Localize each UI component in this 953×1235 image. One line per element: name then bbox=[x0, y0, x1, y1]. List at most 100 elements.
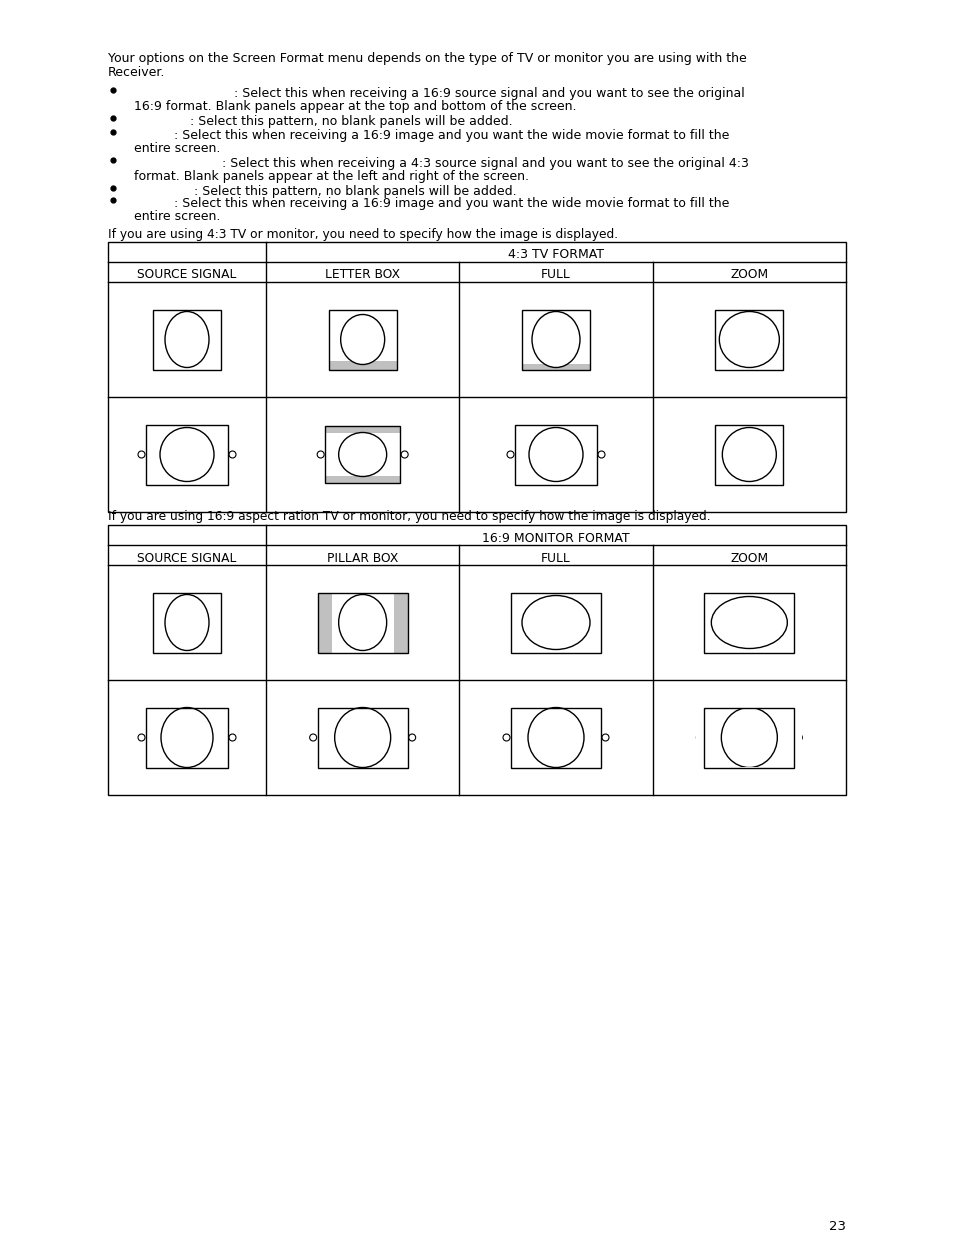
Ellipse shape bbox=[138, 734, 145, 741]
Ellipse shape bbox=[506, 451, 514, 458]
Bar bbox=[511, 708, 600, 767]
Text: : Select this pattern, no blank panels will be added.: : Select this pattern, no blank panels w… bbox=[122, 185, 517, 198]
Text: : Select this when receiving a 16:9 image and you want the wide movie format to : : Select this when receiving a 16:9 imag… bbox=[122, 128, 729, 142]
Bar bbox=[696, 652, 801, 661]
Bar bbox=[317, 593, 332, 652]
Text: : Select this when receiving a 16:9 image and you want the wide movie format to : : Select this when receiving a 16:9 imag… bbox=[122, 198, 729, 210]
Ellipse shape bbox=[719, 311, 779, 368]
Bar bbox=[703, 708, 794, 767]
Ellipse shape bbox=[527, 708, 583, 767]
Bar bbox=[317, 593, 407, 652]
Bar bbox=[394, 593, 407, 652]
Bar bbox=[152, 310, 221, 369]
Bar bbox=[793, 584, 801, 661]
Text: FULL: FULL bbox=[540, 268, 570, 282]
Bar bbox=[706, 303, 790, 310]
Bar bbox=[146, 708, 228, 767]
Ellipse shape bbox=[408, 734, 416, 741]
Bar bbox=[706, 301, 715, 378]
Bar bbox=[152, 593, 221, 652]
Bar bbox=[511, 708, 600, 767]
Text: 23: 23 bbox=[828, 1220, 845, 1233]
Bar bbox=[703, 593, 794, 652]
Ellipse shape bbox=[310, 734, 316, 741]
Bar bbox=[329, 310, 396, 369]
Bar bbox=[703, 593, 794, 652]
Ellipse shape bbox=[529, 427, 582, 482]
Text: If you are using 16:9 aspect ration TV or monitor, you need to specify how the i: If you are using 16:9 aspect ration TV o… bbox=[108, 510, 710, 522]
Bar bbox=[715, 310, 782, 369]
Bar bbox=[715, 425, 782, 484]
Bar bbox=[317, 708, 407, 767]
Text: : Select this when receiving a 4:3 source signal and you want to see the origina: : Select this when receiving a 4:3 sourc… bbox=[122, 157, 748, 170]
Bar bbox=[696, 584, 704, 661]
Ellipse shape bbox=[160, 427, 213, 482]
Text: Receiver.: Receiver. bbox=[108, 65, 165, 79]
Ellipse shape bbox=[721, 427, 776, 482]
Ellipse shape bbox=[795, 734, 801, 741]
Bar bbox=[511, 593, 600, 652]
Bar bbox=[782, 301, 790, 378]
Bar bbox=[521, 310, 589, 369]
Ellipse shape bbox=[335, 708, 391, 767]
Text: entire screen.: entire screen. bbox=[122, 210, 220, 224]
Text: 16:9 format. Blank panels appear at the top and bottom of the screen.: 16:9 format. Blank panels appear at the … bbox=[122, 100, 576, 112]
Ellipse shape bbox=[601, 734, 608, 741]
Bar bbox=[521, 310, 589, 369]
Bar bbox=[152, 310, 221, 369]
Bar bbox=[152, 593, 221, 652]
Ellipse shape bbox=[711, 597, 786, 648]
Text: SOURCE SIGNAL: SOURCE SIGNAL bbox=[137, 268, 236, 282]
Bar bbox=[146, 708, 228, 767]
Bar bbox=[521, 363, 589, 369]
Bar bbox=[394, 593, 407, 652]
Ellipse shape bbox=[316, 451, 324, 458]
Text: format. Blank panels appear at the left and right of the screen.: format. Blank panels appear at the left … bbox=[122, 170, 529, 183]
Ellipse shape bbox=[161, 708, 213, 767]
Ellipse shape bbox=[229, 451, 235, 458]
Ellipse shape bbox=[401, 451, 408, 458]
Bar bbox=[146, 425, 228, 484]
Ellipse shape bbox=[598, 451, 604, 458]
Text: Your options on the Screen Format menu depends on the type of TV or monitor you : Your options on the Screen Format menu d… bbox=[108, 52, 746, 65]
Bar bbox=[325, 475, 399, 483]
Bar bbox=[521, 363, 589, 369]
Ellipse shape bbox=[338, 594, 386, 651]
Ellipse shape bbox=[340, 315, 384, 364]
Bar bbox=[108, 242, 845, 513]
Bar bbox=[329, 310, 396, 369]
Text: SOURCE SIGNAL: SOURCE SIGNAL bbox=[137, 552, 236, 564]
Bar bbox=[146, 425, 228, 484]
Ellipse shape bbox=[521, 595, 589, 650]
Bar bbox=[317, 593, 407, 652]
Ellipse shape bbox=[138, 451, 145, 458]
Ellipse shape bbox=[338, 432, 386, 477]
Ellipse shape bbox=[502, 734, 510, 741]
Text: ZOOM: ZOOM bbox=[729, 268, 767, 282]
Bar bbox=[317, 708, 407, 767]
Text: 4:3 TV FORMAT: 4:3 TV FORMAT bbox=[507, 248, 603, 262]
Text: entire screen.: entire screen. bbox=[122, 142, 220, 156]
Ellipse shape bbox=[165, 311, 209, 368]
Text: : Select this when receiving a 16:9 source signal and you want to see the origin: : Select this when receiving a 16:9 sour… bbox=[122, 86, 744, 100]
Text: FULL: FULL bbox=[540, 552, 570, 564]
Text: : Select this pattern, no blank panels will be added.: : Select this pattern, no blank panels w… bbox=[122, 115, 512, 128]
Ellipse shape bbox=[532, 311, 579, 368]
Bar bbox=[696, 699, 704, 776]
Bar bbox=[329, 361, 396, 369]
Bar bbox=[325, 426, 399, 433]
Bar bbox=[317, 593, 332, 652]
Bar bbox=[108, 525, 845, 795]
Bar bbox=[515, 425, 597, 484]
Bar bbox=[325, 475, 399, 483]
Text: If you are using 4:3 TV or monitor, you need to specify how the image is display: If you are using 4:3 TV or monitor, you … bbox=[108, 228, 618, 241]
Bar bbox=[329, 361, 396, 369]
Bar bbox=[703, 708, 794, 767]
Bar bbox=[515, 425, 597, 484]
Bar bbox=[325, 426, 399, 433]
Ellipse shape bbox=[229, 734, 235, 741]
Ellipse shape bbox=[696, 734, 702, 741]
Bar bbox=[793, 699, 801, 776]
Text: PILLAR BOX: PILLAR BOX bbox=[327, 552, 397, 564]
Bar bbox=[715, 425, 782, 484]
